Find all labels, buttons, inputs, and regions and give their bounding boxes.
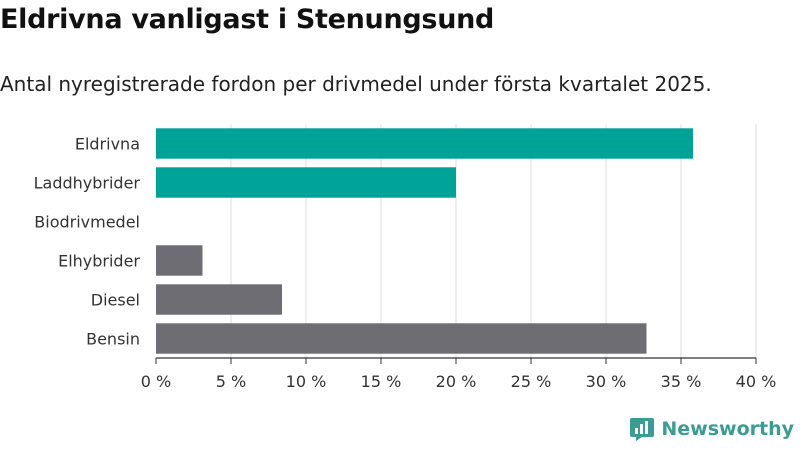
x-tick-label: 5 % — [216, 372, 246, 391]
x-tick-label: 0 % — [141, 372, 171, 391]
newsworthy-logo-icon — [629, 416, 655, 442]
category-label: Diesel — [91, 291, 140, 310]
bar — [156, 323, 647, 353]
x-tick-label: 25 % — [511, 372, 552, 391]
x-tick-label: 20 % — [436, 372, 477, 391]
bar — [156, 284, 282, 314]
category-label: Bensin — [86, 330, 140, 349]
brand: Newsworthy — [629, 416, 794, 442]
bar-chart: Eldrivna Laddhybrider Biodrivmedel Elhybrid… — [0, 0, 800, 450]
category-label: Eldrivna — [75, 135, 140, 154]
category-label: Elhybrider — [58, 252, 140, 271]
category-label: Biodrivmedel — [34, 213, 140, 232]
brand-name: Newsworthy — [661, 418, 794, 440]
x-tick-label: 35 % — [661, 372, 702, 391]
x-tick-label: 30 % — [586, 372, 627, 391]
category-label: Laddhybrider — [34, 174, 141, 193]
x-tick-label: 10 % — [286, 372, 327, 391]
bar — [156, 245, 203, 275]
x-tick-label: 15 % — [361, 372, 402, 391]
bar — [156, 167, 456, 197]
x-tick-label: 40 % — [736, 372, 777, 391]
bar — [156, 128, 693, 158]
